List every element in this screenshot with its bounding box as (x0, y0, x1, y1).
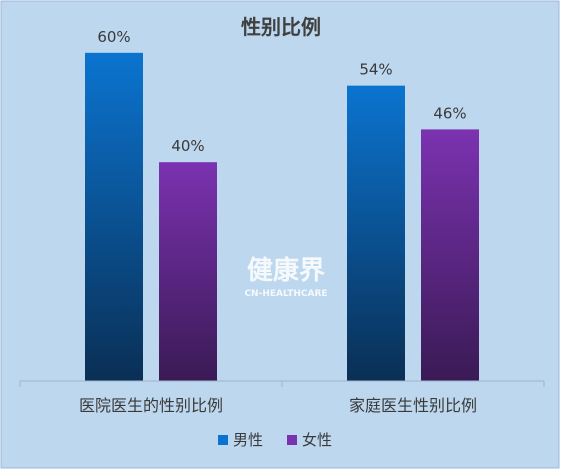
watermark-logo: 健康界 CN-HEALTHCARE (244, 255, 327, 299)
watermark-text: 健康界 (247, 255, 325, 286)
data-label-male-cat2: 54% (359, 61, 392, 79)
legend: 男性 女性 (218, 431, 332, 449)
bar-female-cat1 (159, 162, 217, 381)
legend-label-male: 男性 (233, 431, 263, 449)
legend-swatch-male (218, 435, 228, 445)
bars-layer (85, 52, 479, 382)
legend-label-female: 女性 (302, 431, 332, 449)
category-label-family: 家庭医生性别比例 (349, 396, 477, 415)
chart-title: 性别比例 (241, 15, 321, 39)
data-labels-layer: 60% 40% 54% 46% (97, 28, 466, 155)
watermark-subtext: CN-HEALTHCARE (244, 289, 327, 299)
bar-male-cat1 (85, 52, 143, 382)
category-label-hospital: 医院医生的性别比例 (79, 396, 223, 415)
data-label-female-cat1: 40% (171, 137, 204, 155)
data-label-female-cat2: 46% (433, 104, 466, 122)
legend-swatch-female (287, 435, 297, 445)
bar-male-cat2 (347, 85, 405, 382)
bar-female-cat2 (421, 129, 479, 381)
data-label-male-cat1: 60% (97, 28, 130, 46)
